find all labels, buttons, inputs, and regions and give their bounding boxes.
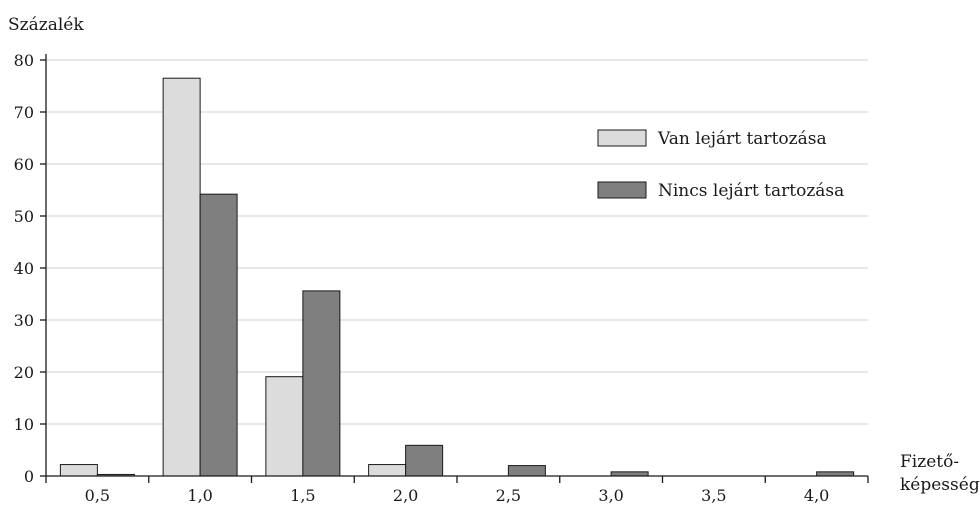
x-tick-label: 2,5 [496,486,521,505]
x-tick-label: 3,0 [598,486,623,505]
y-tick-label: 50 [14,207,34,226]
y-tick-label: 30 [14,311,34,330]
x-tick-label: 0,5 [85,486,110,505]
bar-van-1 [162,77,201,477]
bar-nincs-3 [405,444,444,477]
legend-swatch-nincs [597,181,647,199]
y-tick-label: 80 [14,51,34,70]
bar-nincs-4 [507,465,546,477]
bar-nincs-2 [302,290,341,477]
bar-van-0 [59,464,98,477]
tick-labels: 0 10 20 30 40 50 60 70 80 0,5 1,0 1,5 2,0 2,5 3,0 3,5 4,… [14,51,869,505]
legend: Van lejárt tartozása Nincs lejárt tartoz… [597,129,844,201]
legend-label-van: Van lejárt tartozása [657,129,827,149]
y-tick-label: 20 [14,363,34,382]
bar-van-2 [265,376,304,477]
y-tick-label: 10 [14,415,34,434]
y-tick-label: 60 [14,155,34,174]
y-tick-label: 40 [14,259,34,278]
x-tick-label: 4,0 [804,486,829,505]
y-axis-label: Százalék [8,15,84,35]
bar-van-3 [368,464,407,477]
x-tick-label: 2,0 [393,486,418,505]
bars [59,77,855,477]
bar-nincs-1 [199,193,238,477]
y-tick-label: 70 [14,103,34,122]
legend-swatch-van [597,129,647,147]
legend-label-nincs: Nincs lejárt tartozása [658,181,844,201]
y-tick-label: 0 [24,467,34,486]
x-axis-label-line2: képesség [900,475,980,495]
x-axis-label-line1: Fizető- [900,452,959,472]
x-tick-label: 1,5 [290,486,315,505]
x-tick-label: 3,5 [701,486,726,505]
x-tick-label: 1,0 [187,486,212,505]
